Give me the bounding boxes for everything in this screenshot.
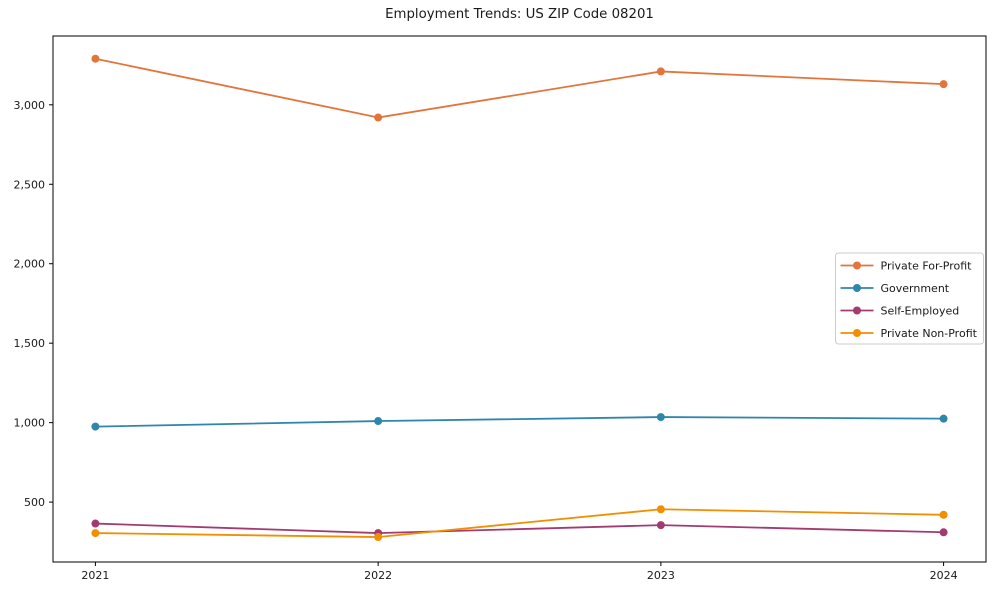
legend-marker-icon	[853, 284, 861, 292]
data-point-private-non-profit-2024	[939, 510, 948, 519]
y-tick-label: 500	[24, 496, 45, 509]
data-point-private-non-profit-2021	[91, 529, 100, 538]
data-point-private-for-profit-2021	[91, 54, 100, 63]
data-point-self-employed-2021	[91, 519, 100, 528]
line-series-self-employed	[95, 522, 944, 534]
data-point-private-for-profit-2023	[656, 67, 665, 76]
legend-label: Self-Employed	[881, 305, 960, 318]
line-series-private-for-profit	[95, 57, 944, 119]
y-tick-label: 2,000	[14, 258, 46, 271]
legend-marker-icon	[853, 261, 861, 270]
data-point-self-employed-2023	[656, 521, 665, 530]
legend-label: Government	[881, 282, 950, 295]
plot-frame	[52, 35, 987, 563]
legend-box	[835, 252, 984, 345]
x-tick-label: 2021	[81, 569, 109, 582]
data-point-private-non-profit-2023	[656, 505, 665, 514]
legend-marker-icon	[853, 306, 861, 315]
x-tick-label: 2022	[364, 569, 392, 582]
y-tick-label: 3,000	[14, 99, 46, 112]
legend-item-self-employed: Self-Employed	[840, 305, 960, 318]
data-point-government-2021	[91, 422, 100, 431]
chart-title: Employment Trends: US ZIP Code 08201	[385, 7, 654, 22]
legend-marker-icon	[853, 329, 861, 337]
legend-item-private-non-profit: Private Non-Profit	[840, 327, 978, 340]
y-tick-label: 1,500	[14, 337, 46, 350]
data-point-private-for-profit-2022	[374, 113, 383, 122]
legend-item-private-for-profit: Private For-Profit	[840, 260, 973, 273]
line-series-government	[95, 416, 944, 428]
y-tick-label: 2,500	[14, 178, 46, 191]
data-point-government-2023	[656, 413, 665, 422]
data-point-private-for-profit-2024	[939, 80, 948, 89]
y-tick-label: 1,000	[14, 417, 46, 430]
legend-label: Private For-Profit	[881, 260, 973, 273]
data-point-self-employed-2024	[939, 528, 948, 537]
x-tick-label: 2024	[930, 569, 958, 582]
x-tick-label: 2023	[647, 569, 675, 582]
legend-label: Private Non-Profit	[881, 327, 978, 340]
line-series-private-non-profit	[95, 508, 944, 538]
data-point-government-2022	[374, 417, 383, 426]
data-point-government-2024	[939, 414, 948, 423]
data-point-private-non-profit-2022	[374, 533, 383, 542]
legend: Private For-Profit Government Self-Employe…	[835, 252, 984, 345]
legend-item-government: Government	[840, 282, 950, 295]
